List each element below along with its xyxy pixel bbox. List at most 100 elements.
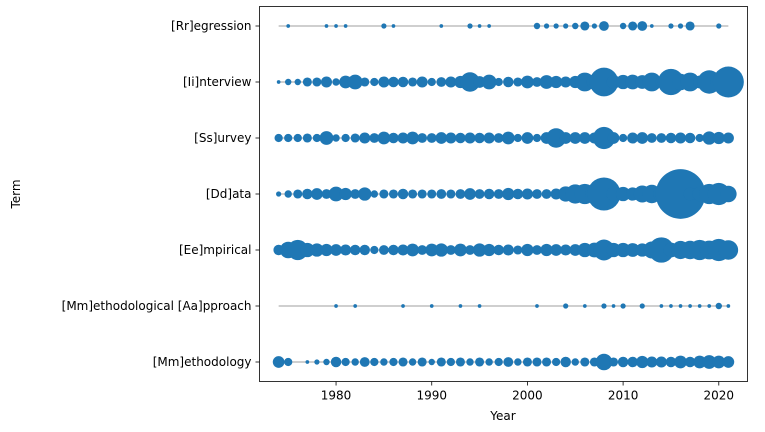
data-point	[655, 169, 706, 219]
data-point	[391, 24, 396, 28]
data-point	[330, 244, 342, 256]
data-point	[397, 132, 409, 144]
data-point	[477, 24, 482, 28]
term-row	[276, 66, 744, 98]
data-point	[532, 133, 542, 143]
data-point	[359, 357, 370, 367]
data-point	[434, 243, 448, 257]
data-point	[542, 357, 552, 367]
data-point	[310, 243, 324, 257]
data-point	[343, 24, 348, 28]
data-point	[501, 131, 515, 145]
data-point	[339, 187, 352, 201]
data-point	[591, 23, 598, 29]
term-row	[278, 21, 729, 31]
data-point	[543, 23, 550, 29]
data-point	[312, 77, 322, 87]
data-point	[483, 243, 496, 257]
data-point	[455, 132, 466, 144]
data-point	[684, 356, 696, 368]
data-point	[571, 358, 579, 366]
data-point	[388, 132, 399, 144]
data-point	[474, 132, 485, 144]
data-point	[378, 245, 389, 255]
data-point	[458, 304, 463, 308]
data-point	[521, 132, 534, 144]
data-point	[408, 77, 418, 87]
y-axis-ticks: [Rr]egression [Ii]nterview [Ss]urvey [Dd]at…	[62, 19, 260, 369]
data-point	[609, 357, 619, 367]
data-point	[381, 23, 387, 29]
data-point	[274, 133, 283, 143]
data-point	[302, 188, 313, 200]
x-tick-label: 1990	[416, 389, 447, 403]
data-point	[580, 21, 590, 31]
data-point	[493, 244, 504, 256]
data-point	[388, 244, 399, 256]
data-point	[436, 77, 447, 87]
data-point	[398, 357, 408, 367]
data-point	[341, 133, 350, 143]
data-point	[560, 244, 572, 256]
data-point	[425, 243, 439, 257]
data-point	[560, 356, 571, 368]
data-point	[678, 304, 683, 308]
x-tick-label: 2020	[704, 389, 735, 403]
data-point	[587, 177, 621, 211]
data-point	[330, 356, 342, 368]
data-point	[521, 188, 533, 200]
data-point	[628, 21, 638, 31]
data-point	[599, 21, 609, 31]
data-point	[685, 21, 695, 31]
data-point	[285, 78, 292, 86]
y-axis-label: Term	[9, 179, 23, 209]
data-point	[321, 189, 332, 199]
data-point	[677, 23, 684, 29]
data-point	[541, 189, 552, 199]
data-point	[466, 358, 474, 366]
data-point	[417, 245, 428, 255]
data-point	[334, 304, 338, 308]
data-point	[618, 133, 628, 143]
data-point	[323, 358, 330, 366]
data-point	[426, 133, 437, 143]
data-point	[388, 76, 399, 88]
data-point	[460, 72, 480, 92]
data-point	[712, 66, 744, 98]
data-point	[305, 360, 310, 364]
data-point	[312, 133, 322, 143]
data-point	[472, 243, 487, 257]
data-point	[319, 131, 334, 145]
data-point	[350, 133, 360, 143]
data-point	[550, 244, 562, 256]
data-point	[702, 355, 717, 369]
data-point	[636, 132, 649, 144]
data-point	[680, 72, 700, 92]
data-point	[620, 303, 626, 309]
data-point	[722, 356, 735, 368]
x-axis-label: Year	[489, 409, 515, 423]
data-point	[465, 245, 475, 255]
data-point	[474, 189, 485, 199]
data-point	[300, 242, 315, 258]
data-point	[718, 240, 739, 260]
data-point	[427, 189, 437, 199]
data-point	[595, 353, 613, 371]
data-point	[502, 187, 515, 201]
data-point	[293, 133, 302, 143]
data-point	[494, 357, 503, 367]
data-point	[611, 304, 616, 308]
data-point	[369, 133, 380, 143]
data-point	[639, 303, 645, 309]
data-point	[294, 78, 301, 86]
data-point	[334, 24, 338, 28]
data-point	[359, 244, 370, 256]
x-axis-ticks: 1980 1990 2000 2010 2020	[321, 381, 735, 403]
data-point	[560, 76, 572, 88]
data-point	[502, 244, 514, 256]
y-tick-label: [Ss]urvey	[194, 131, 251, 145]
data-point	[324, 24, 329, 28]
data-point	[397, 76, 409, 88]
data-point	[477, 304, 482, 308]
